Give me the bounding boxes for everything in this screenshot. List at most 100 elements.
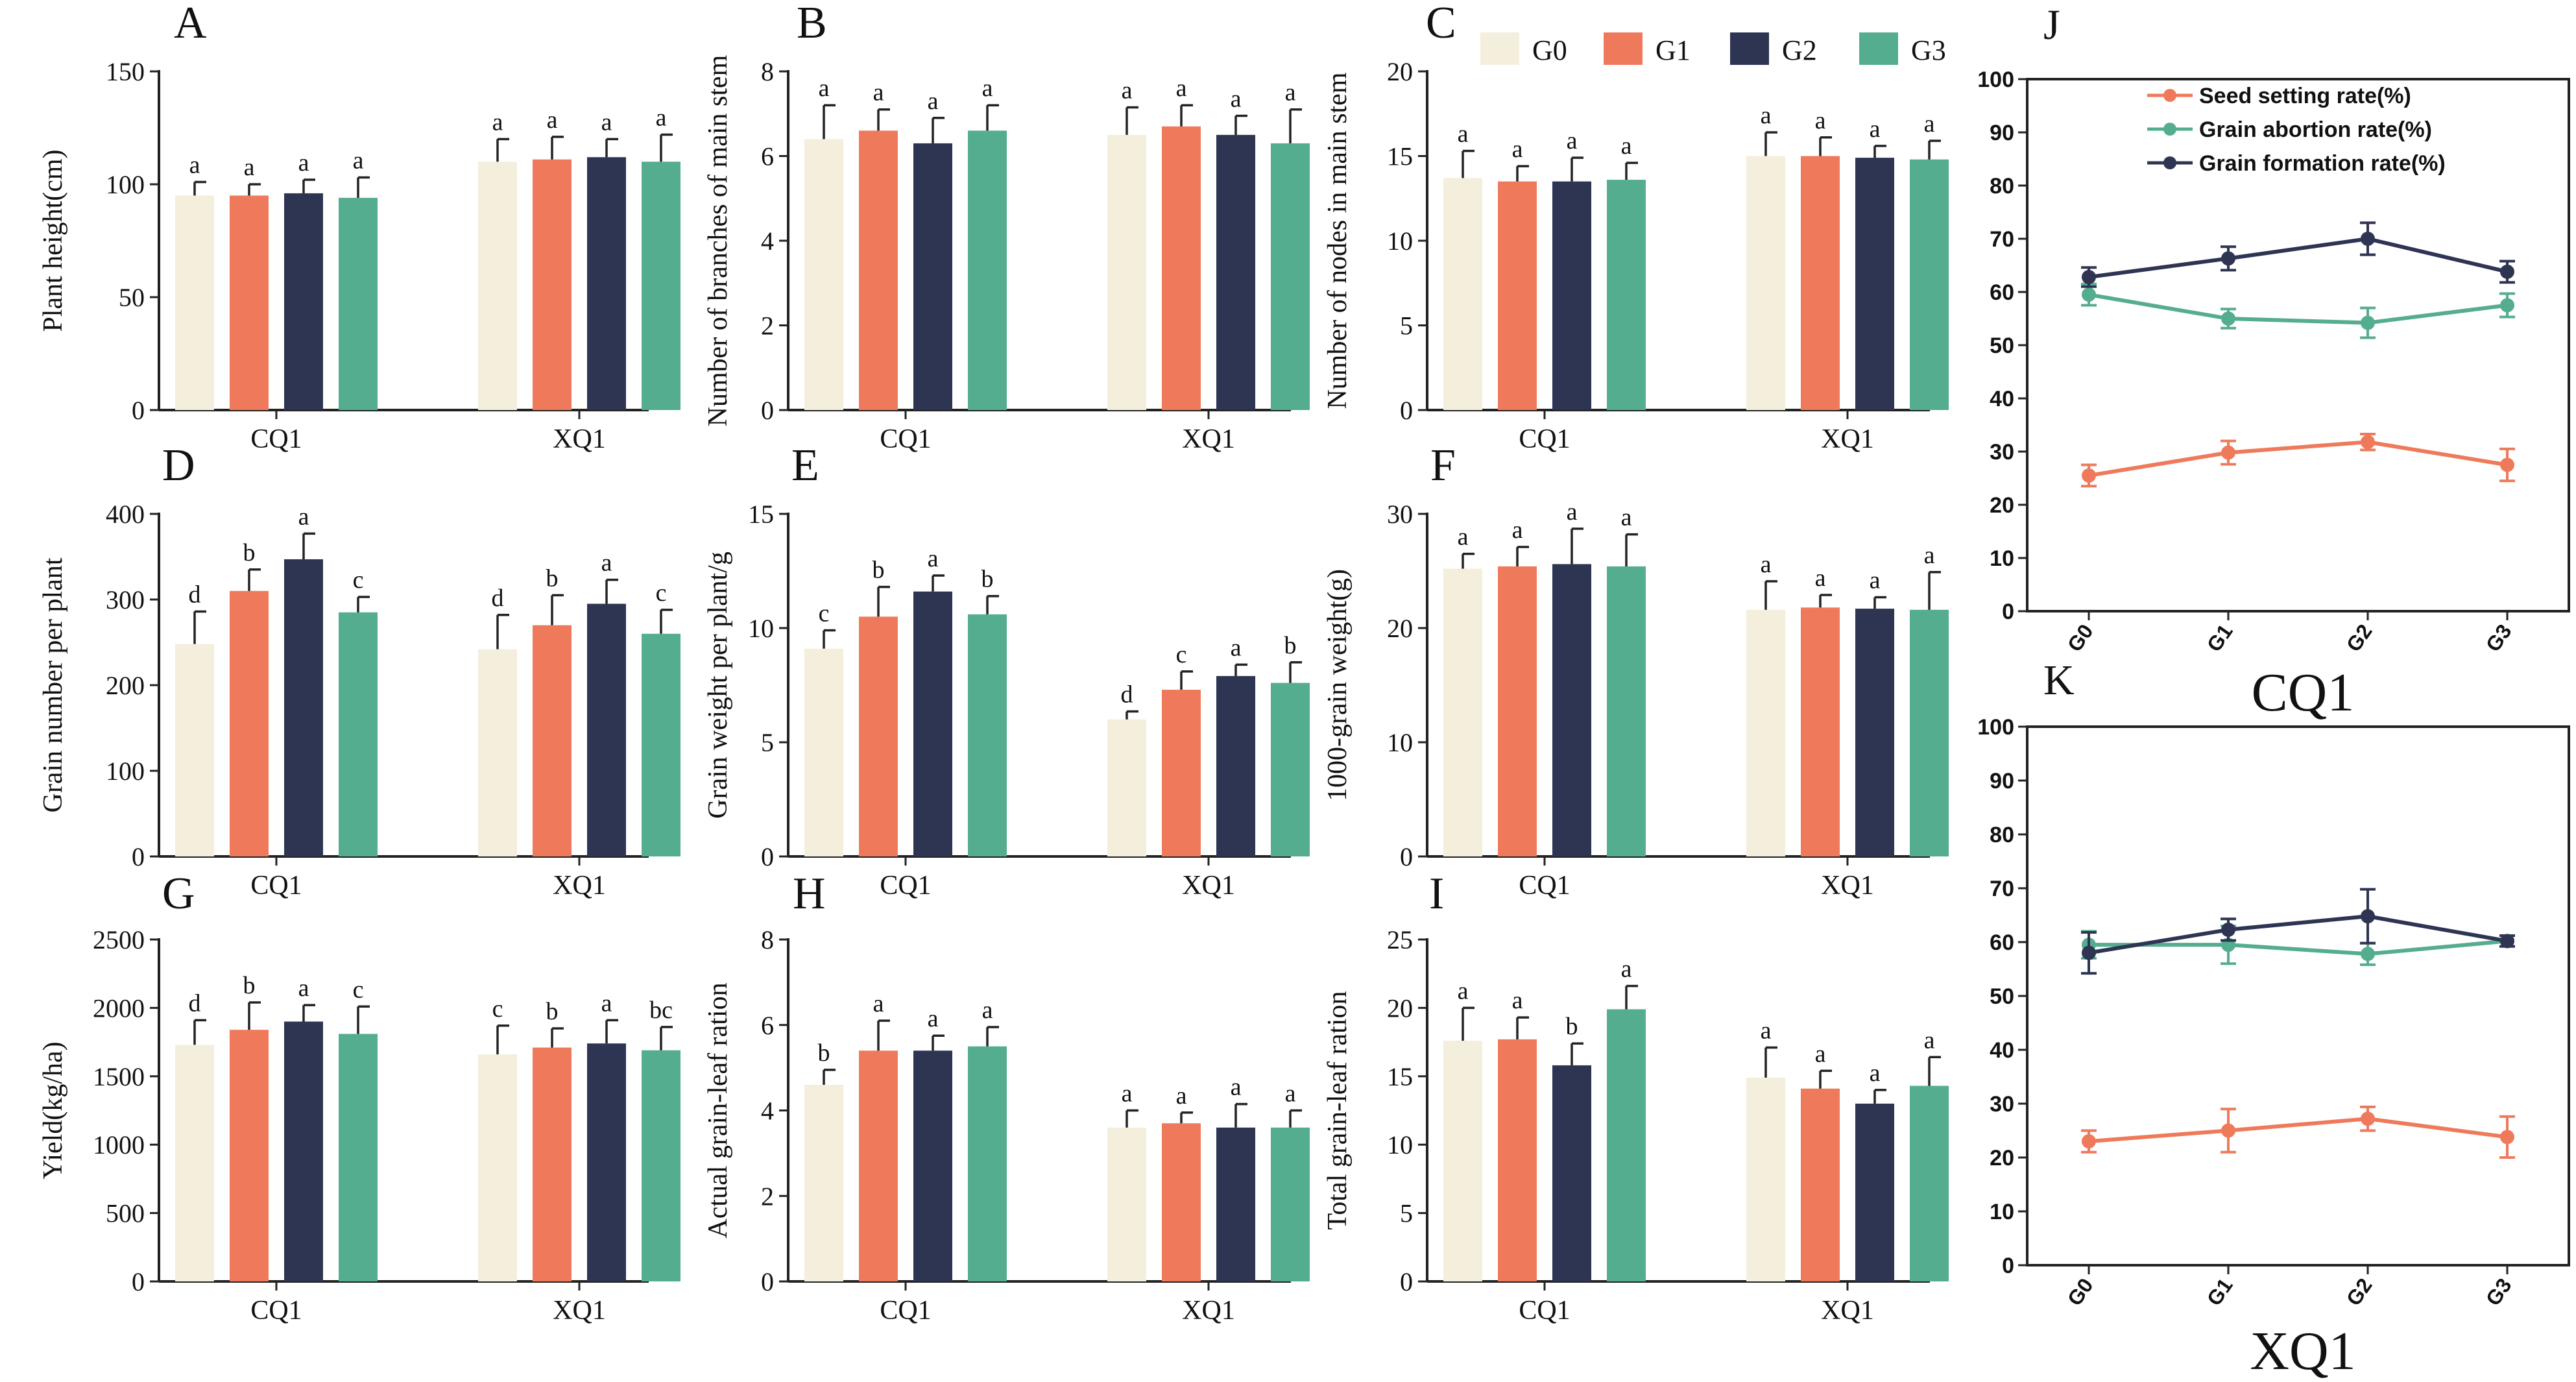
significance-letter: a	[1122, 77, 1133, 104]
y-axis-label: Number of branches of main stem	[703, 55, 733, 426]
significance-letter: a	[1870, 115, 1881, 143]
data-point	[2500, 264, 2514, 279]
y-tick-label: 50	[1990, 984, 2014, 1009]
significance-letter: a	[982, 997, 993, 1024]
significance-letter: a	[1512, 136, 1523, 163]
bar-g3-xq1	[1910, 1085, 1949, 1281]
y-tick-label: 70	[1990, 877, 2014, 901]
bar-g2-cq1	[913, 1050, 952, 1281]
significance-letter: a	[1870, 1060, 1881, 1087]
bar-g2-xq1	[1216, 1127, 1255, 1281]
y-tick-label: 0	[1400, 842, 1413, 871]
group-legend: G0 G1 G2 G3	[1480, 32, 1946, 66]
significance-letter: a	[1567, 498, 1578, 526]
significance-letter: a	[298, 503, 309, 530]
data-point	[2361, 232, 2375, 246]
y-axis-label: Grain number per plant	[38, 557, 68, 812]
significance-letter: a	[1621, 956, 1632, 983]
significance-letter: a	[1176, 1082, 1187, 1109]
series-grain-formation	[2081, 221, 2515, 288]
x-tick-label: XQ1	[1182, 1296, 1235, 1326]
data-point	[2361, 909, 2375, 924]
y-tick-label: 30	[1387, 500, 1413, 529]
y-tick-label: 100	[106, 757, 145, 786]
y-tick-label: 10	[1387, 728, 1413, 757]
panel-letter: G	[162, 869, 195, 919]
y-tick-label: 6	[761, 142, 774, 171]
x-tick-label: G1	[2202, 1274, 2237, 1310]
significance-letter: d	[189, 989, 201, 1017]
bar-g3-cq1	[1607, 566, 1646, 856]
series-line	[2088, 293, 2508, 325]
y-tick-label: 0	[761, 842, 774, 871]
panel-b: B Number of branches of main stem 0 2 4 6 8 CQ1…	[703, 0, 1310, 454]
y-tick-label: 0	[132, 842, 145, 871]
significance-letter: c	[819, 600, 830, 627]
bar-g1-cq1	[230, 195, 269, 410]
legend-swatch-g2	[1730, 32, 1769, 65]
y-tick-label: 15	[1387, 1062, 1413, 1091]
legend-label-g1: G1	[1655, 34, 1691, 66]
bar-g1-cq1	[230, 590, 269, 856]
y-tick-label: 80	[1990, 174, 2014, 199]
significance-letter: c	[1176, 641, 1187, 668]
y-tick-label: 20	[1387, 614, 1413, 643]
bar-g3-xq1	[1910, 609, 1949, 856]
legend-marker	[2163, 156, 2176, 169]
significance-letter: b	[243, 972, 256, 999]
x-tick-label: XQ1	[1182, 424, 1235, 454]
y-tick-label: 20	[1990, 493, 2014, 518]
y-tick-label: 150	[106, 57, 145, 86]
series-line	[2088, 1117, 2508, 1144]
bar-g2-cq1	[1552, 564, 1591, 856]
y-tick-label: 50	[1990, 333, 2014, 358]
y-tick-label: 60	[1990, 930, 2014, 955]
series-seed-setting	[2081, 1105, 2515, 1159]
bar-g0-xq1	[1107, 1127, 1146, 1281]
significance-letter: a	[1870, 566, 1881, 594]
y-tick-label: 90	[1990, 769, 2014, 794]
bar-g1-xq1	[533, 625, 572, 856]
significance-letter: a	[601, 550, 612, 577]
y-tick-label: 10	[1387, 1130, 1413, 1159]
significance-letter: a	[1458, 121, 1469, 148]
y-tick-label: 0	[2002, 600, 2014, 624]
significance-letter: a	[819, 75, 830, 102]
legend-marker	[2163, 89, 2176, 102]
x-tick-label: XQ1	[553, 424, 606, 454]
x-tick-label: CQ1	[880, 871, 931, 901]
y-tick-label: 30	[1990, 440, 2014, 465]
x-tick-label: XQ1	[553, 1296, 606, 1326]
significance-letter: d	[1121, 681, 1133, 708]
significance-letter: d	[189, 581, 201, 608]
legend-label-g3: G3	[1911, 34, 1946, 66]
significance-letter: a	[873, 79, 884, 106]
bar-g0-cq1	[804, 1084, 843, 1281]
bar-g3-xq1	[642, 162, 680, 410]
bar-g1-cq1	[859, 616, 898, 856]
significance-letter: a	[1761, 102, 1772, 129]
y-axis-label: 1000-grain weight(g)	[1323, 569, 1353, 801]
y-tick-label: 0	[1400, 1267, 1413, 1296]
bar-g3-cq1	[1607, 1009, 1646, 1281]
data-point	[2500, 298, 2514, 313]
data-point	[2082, 1134, 2096, 1149]
significance-letter: a	[982, 75, 993, 102]
y-axis-label: Total grain-leaf ration	[1323, 991, 1353, 1230]
x-tick-label: G0	[2063, 1274, 2098, 1310]
bar-g2-xq1	[587, 157, 626, 411]
bar-g1-xq1	[533, 159, 572, 410]
panel-letter: F	[1430, 441, 1456, 491]
legend-label: Seed setting rate(%)	[2199, 84, 2411, 108]
significance-letter: a	[1512, 987, 1523, 1014]
bar-g2-cq1	[284, 559, 323, 856]
data-point	[2221, 311, 2235, 326]
bar-g3-xq1	[642, 633, 680, 856]
y-tick-label: 0	[132, 396, 145, 425]
y-tick-label: 50	[119, 283, 145, 312]
significance-letter: a	[1761, 1017, 1772, 1045]
y-tick-label: 0	[761, 396, 774, 425]
data-point	[2221, 1123, 2235, 1138]
significance-letter: a	[1231, 1074, 1242, 1101]
data-point	[2221, 445, 2235, 460]
